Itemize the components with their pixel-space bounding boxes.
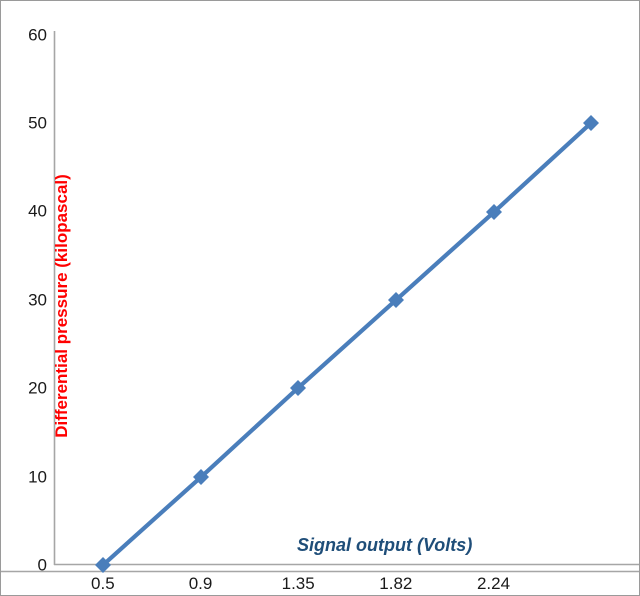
data-point-marker (388, 292, 404, 308)
y-axis-tick-label: 20 (28, 378, 47, 398)
x-axis-title-text: Signal output (Volts) (297, 535, 473, 555)
x-axis-tick-label (542, 573, 639, 595)
x-axis-title: Signal output (Volts) (297, 535, 472, 556)
x-axis-tick-label: 0.9 (188, 574, 213, 593)
x-axis-tick-labels: 0.5 0.9 1.35 1.82 2.24 (54, 573, 639, 595)
data-point-marker (486, 204, 502, 220)
y-axis-tick-label: 50 (28, 113, 47, 133)
data-point-marker (193, 469, 209, 485)
y-axis-title-text: Differential pressure (kilopascal) (52, 174, 71, 438)
y-axis-tick-label: 40 (28, 201, 47, 221)
x-axis-tick-label: 2.24 (476, 574, 511, 593)
series-markers (95, 115, 599, 573)
y-axis-tick-label: 0 (37, 555, 47, 575)
y-axis-title: Differential pressure (kilopascal) (47, 141, 77, 471)
x-axis-tick-label: 0.5 (91, 574, 115, 593)
series-line (100, 120, 594, 568)
y-axis-tick-labels: 60 50 40 30 20 10 0 (1, 1, 47, 595)
y-axis-tick-label: 30 (28, 290, 47, 310)
x-axis-tick-label: 1.82 (379, 574, 413, 593)
data-point-marker (583, 115, 599, 131)
y-axis-tick-label: 10 (28, 467, 47, 487)
data-point-marker (95, 557, 111, 573)
x-axis-tick-label: 1.35 (281, 574, 315, 593)
y-axis-tick-label: 60 (28, 25, 47, 45)
data-point-marker (290, 380, 306, 396)
